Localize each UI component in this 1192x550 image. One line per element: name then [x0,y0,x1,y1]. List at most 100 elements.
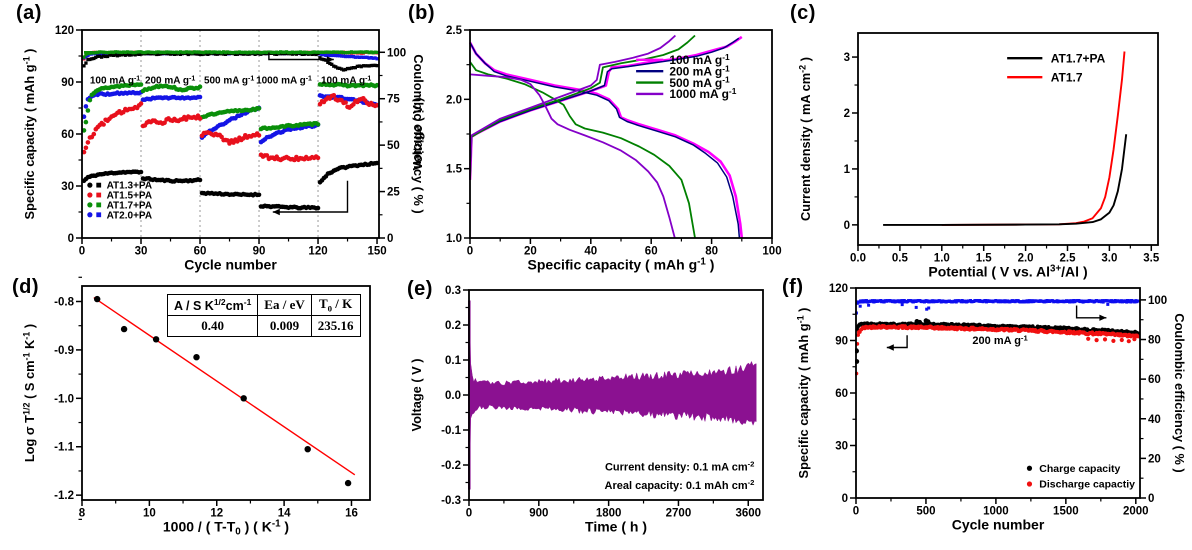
series-discharge-1000 [469,73,676,239]
svg-text:1.0: 1.0 [934,253,950,265]
series-charge-200 [469,37,740,180]
svg-text:200 mA g-1: 200 mA g-1 [972,333,1028,347]
svg-text:90: 90 [253,246,266,258]
svg-text:30: 30 [135,246,148,258]
svg-text:8: 8 [79,508,86,520]
svg-text:1: 1 [844,164,851,176]
svg-text:-1.1: -1.1 [54,442,74,454]
svg-text:16: 16 [345,508,358,520]
svg-text:0: 0 [467,246,473,258]
table-value-T0: 235.16 [310,315,361,337]
svg-text:Charge capacity: Charge capacity [1039,463,1120,475]
svg-text:Specific capacity ( mAh g-1 ): Specific capacity ( mAh g-1 ) [528,257,715,273]
svg-text:120: 120 [308,246,327,258]
series-layer-c [883,51,1128,226]
svg-text:Potential ( V vs. Al3+/Al ): Potential ( V vs. Al3+/Al ) [928,264,1087,280]
svg-text:AT1.7+PA: AT1.7+PA [107,200,152,211]
svg-text:0: 0 [79,246,85,258]
svg-text:-0.1: -0.1 [441,425,461,437]
svg-text:3: 3 [844,52,850,64]
svg-text:1800: 1800 [596,508,622,520]
svg-text:0: 0 [387,233,393,245]
series-at1.7+pa-efficiency-markers [82,50,379,59]
svg-text:1.5: 1.5 [976,253,993,265]
svg-text:0: 0 [466,508,472,520]
svg-text:120: 120 [55,25,74,37]
svg-text:0: 0 [844,220,850,232]
svg-text:-0.9: -0.9 [54,345,74,357]
svg-text:Cycle number: Cycle number [952,517,1045,533]
svg-text:90: 90 [835,336,848,348]
svg-text:2.5: 2.5 [1059,253,1076,265]
svg-text:120: 120 [829,283,848,295]
svg-text:AT2.0+PA: AT2.0+PA [107,210,152,221]
svg-text:20: 20 [1148,453,1161,465]
svg-text:60: 60 [645,246,658,258]
svg-text:-0.3: -0.3 [441,495,461,507]
svg-text:20: 20 [524,246,537,258]
svg-text:0.0: 0.0 [445,390,461,402]
table-header-T0: T0 / K [310,294,361,316]
svg-text:90: 90 [61,77,74,89]
table-value-row: 0.40 0.009 235.16 [166,315,361,337]
series-charge-1000 [469,34,677,180]
svg-text:3.5: 3.5 [1143,253,1160,265]
svg-text:25: 25 [387,187,400,199]
panel-label-f: (f) [782,276,804,298]
panel-label-d: (d) [12,276,40,298]
chart-e: 0 900 1800 2700 3600 -0.3 -0.2 -0.1 0.0 0.1 0.2 0.3… [409,285,764,535]
table-header-A: A / S K1/2cm-1 [166,294,259,316]
svg-text:0.3: 0.3 [445,285,461,297]
series-discharge-capacity [855,324,1141,376]
svg-text:2700: 2700 [666,508,692,520]
svg-text:0.0: 0.0 [850,253,866,265]
svg-text:2.0: 2.0 [1018,253,1034,265]
svg-text:0: 0 [842,493,848,505]
svg-text:-0.2: -0.2 [441,460,461,472]
svg-text:500 mA g-1: 500 mA g-1 [204,75,254,86]
series-efficiency-dips [858,302,1110,311]
series-at1.7+pa [883,134,1128,226]
svg-text:Discharge capactiy: Discharge capactiy [1039,479,1135,491]
chart-b: 0 20 40 60 80 100 1.0 1.5 2.0 2.5 Specific capacit… [410,25,782,273]
svg-text:900: 900 [529,508,548,520]
svg-text:Log σ T1/2 ( S cm-1 K-1 ): Log σ T1/2 ( S cm-1 K-1 ) [22,324,37,462]
svg-text:200 mA g-1: 200 mA g-1 [669,63,730,78]
svg-text:2: 2 [844,108,850,120]
svg-text:Coulombic efficiency ( % ): Coulombic efficiency ( % ) [1172,313,1187,472]
svg-text:60: 60 [61,129,74,141]
svg-text:1500: 1500 [1053,506,1079,518]
svg-text:1000 mA g-1: 1000 mA g-1 [256,75,312,86]
svg-text:Areal capacity: 0.1 mAh cm-2: Areal capacity: 0.1 mAh cm-2 [605,478,755,492]
svg-text:100 mA g-1: 100 mA g-1 [90,75,140,86]
series-layer-a [81,50,380,211]
arrhenius-fit-table: A / S K1/2cm-1 Ea / eV T0 / K 0.40 0.009… [166,294,361,337]
svg-text:2.5: 2.5 [446,25,463,37]
chart-c: 0.0 0.5 1.0 1.5 2.0 2.5 3.0 3.5 0 1 2 3 Potential ( … [798,32,1160,280]
svg-text:0.1: 0.1 [445,355,462,367]
svg-text:30: 30 [61,181,74,193]
svg-text:Specific capacity ( mAh g-1 ): Specific capacity ( mAh g-1 ) [22,49,37,220]
svg-text:100: 100 [387,47,406,59]
svg-text:1.5: 1.5 [446,164,463,176]
svg-text:1000 / ( T-T0 ) ( K-1 ): 1000 / ( T-T0 ) ( K-1 ) [163,519,289,538]
svg-text:0: 0 [68,233,74,245]
table-value-A: 0.40 [166,315,259,337]
svg-text:Current density ( mA cm-2 ): Current density ( mA cm-2 ) [798,57,813,221]
table-value-Ea: 0.009 [257,315,312,337]
svg-text:AT1.7: AT1.7 [1051,70,1083,84]
svg-text:0: 0 [1148,493,1154,505]
svg-text:-1.0: -1.0 [54,393,74,405]
svg-text:100 mA g-1: 100 mA g-1 [669,52,730,67]
svg-text:Time ( h ): Time ( h ) [585,519,647,535]
svg-text:AT1.7+PA: AT1.7+PA [1051,51,1106,65]
series-at1.7+pa-capacity [81,81,380,133]
svg-text:Specific capacity ( mAh g-1 ): Specific capacity ( mAh g-1 ) [796,308,811,479]
series-cycling-voltage-band [468,293,757,501]
series-conductivity-points [94,295,352,487]
svg-text:-1.2: -1.2 [54,490,74,502]
svg-text:60: 60 [835,388,848,400]
svg-text:0.5: 0.5 [892,253,909,265]
